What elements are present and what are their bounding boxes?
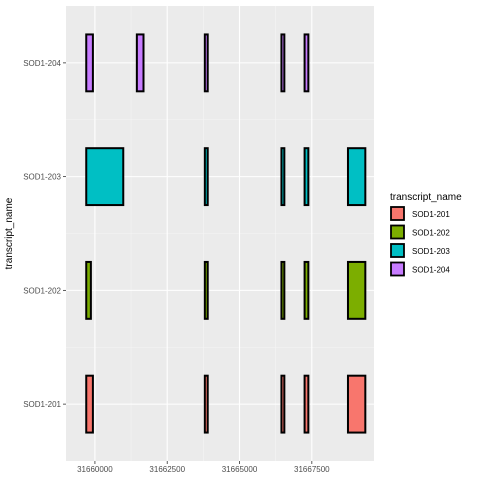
exon-sod1-203 <box>280 147 286 207</box>
legend-label: SOD1-203 <box>412 247 450 256</box>
exon-sod1-201 <box>346 374 367 434</box>
exon-sod1-204 <box>203 33 209 93</box>
exon-sod1-204 <box>135 33 145 93</box>
legend-title: transcript_name <box>390 192 462 203</box>
legend-label: SOD1-201 <box>412 210 450 219</box>
x-tick-label: 31667500 <box>294 465 330 474</box>
legend-key-sod1-203 <box>390 243 405 258</box>
exon-sod1-201 <box>203 374 209 434</box>
y-axis-title: transcript_name <box>4 197 15 269</box>
y-tick-label: SOD1-204 <box>23 59 61 68</box>
exon-sod1-203 <box>303 147 310 207</box>
exon-sod1-202 <box>346 260 367 320</box>
exon-sod1-202 <box>203 260 209 320</box>
x-axis: 31660000 31662500 31665000 31667500 <box>77 461 330 474</box>
exon-rectangles <box>85 33 367 434</box>
y-tick-label: SOD1-203 <box>23 173 61 182</box>
legend-key-sod1-204 <box>390 261 405 277</box>
minor-grid-lines <box>66 6 374 461</box>
exon-sod1-203 <box>85 147 125 207</box>
exon-sod1-204 <box>303 33 310 93</box>
exon-sod1-201 <box>85 374 94 434</box>
legend-key-sod1-201 <box>390 206 405 221</box>
exon-sod1-203 <box>346 147 367 207</box>
y-tick-label: SOD1-201 <box>23 400 61 409</box>
legend-key-sod1-202 <box>390 224 405 240</box>
exon-sod1-202 <box>303 260 310 320</box>
legend-label: SOD1-202 <box>412 229 450 238</box>
exon-sod1-203 <box>203 147 209 207</box>
exon-sod1-202 <box>85 260 92 320</box>
x-tick-label: 31665000 <box>222 465 258 474</box>
exon-sod1-202 <box>280 260 286 320</box>
exon-sod1-204 <box>280 33 286 93</box>
legend: SOD1-201 SOD1-202 SOD1-203 SOD1-204 <box>390 206 450 277</box>
legend-label: SOD1-204 <box>412 266 450 275</box>
exon-sod1-201 <box>303 374 310 434</box>
x-tick-label: 31662500 <box>149 465 185 474</box>
y-tick-label: SOD1-202 <box>23 286 61 295</box>
exon-sod1-201 <box>280 374 286 434</box>
x-tick-label: 31660000 <box>77 465 113 474</box>
y-axis: SOD1-201 SOD1-202 SOD1-203 SOD1-204 <box>23 59 66 409</box>
exon-sod1-204 <box>85 33 94 93</box>
major-grid-lines <box>66 6 374 461</box>
